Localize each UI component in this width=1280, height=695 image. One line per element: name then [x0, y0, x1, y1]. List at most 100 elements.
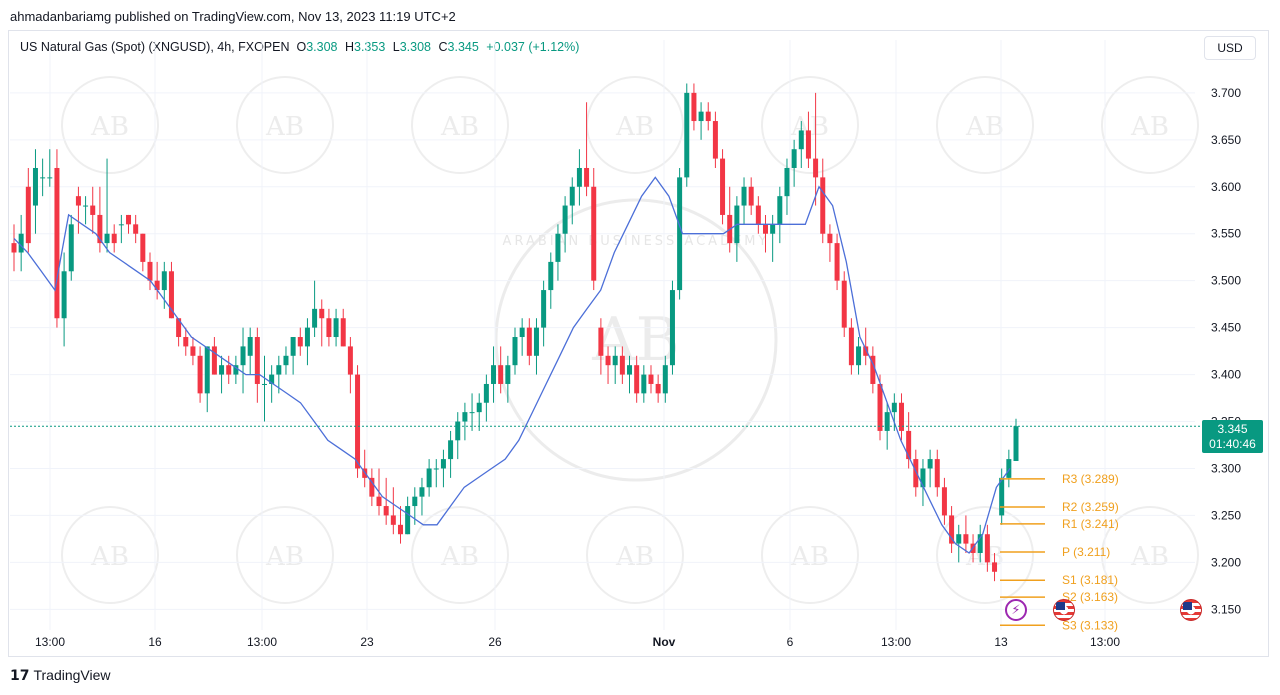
- candle-body: [312, 308, 318, 328]
- candle-body: [941, 487, 947, 516]
- candle-body: [798, 130, 804, 150]
- candle-body: [204, 346, 210, 394]
- candle-body: [591, 186, 597, 281]
- candle-body: [741, 186, 747, 206]
- candle-body: [992, 562, 998, 572]
- price-tick-label: 3.650: [1211, 133, 1241, 147]
- close-value: 3.345: [447, 40, 479, 54]
- lightning-event-icon[interactable]: ⚡: [1005, 599, 1027, 621]
- candle-body: [512, 337, 518, 366]
- candle-body: [61, 271, 67, 319]
- candle-body: [906, 430, 912, 460]
- candle-body: [269, 374, 275, 384]
- candle-body: [211, 346, 217, 375]
- candle-body: [462, 412, 468, 422]
- currency-button[interactable]: USD: [1204, 36, 1256, 60]
- candle-body: [433, 468, 439, 470]
- candle-body: [920, 468, 926, 488]
- candle-body: [68, 224, 74, 272]
- candle-body: [147, 261, 153, 281]
- price-tick-label: 3.450: [1211, 321, 1241, 335]
- watermark-seal-text: AB: [615, 542, 654, 572]
- candle-body: [97, 214, 103, 244]
- watermark-seal-text: AB: [790, 542, 829, 572]
- candle-body: [748, 186, 754, 206]
- watermark-center-text: AB: [591, 305, 679, 375]
- price-tick-label: 3.150: [1211, 602, 1241, 616]
- candle-body: [11, 243, 17, 253]
- candle-body: [25, 186, 31, 244]
- candle-body: [548, 261, 554, 291]
- price-tick-label: 3.300: [1211, 461, 1241, 475]
- candle-body: [541, 290, 547, 328]
- candle-body: [648, 374, 654, 384]
- candle-body: [963, 534, 969, 544]
- candle-body: [898, 402, 904, 431]
- time-tick-label: 26: [488, 635, 502, 649]
- time-tick-label: Nov: [653, 635, 676, 649]
- price-tick-label: 3.600: [1211, 180, 1241, 194]
- candle-body: [83, 205, 89, 207]
- candle-body: [183, 337, 189, 347]
- candle-body: [1013, 426, 1019, 461]
- candle-body: [283, 355, 289, 366]
- watermark-seal: [61, 506, 159, 604]
- candle-body: [662, 365, 668, 394]
- price-axis: 3.7003.6503.6003.5503.5003.4503.4003.350…: [1211, 86, 1241, 616]
- candle-body: [934, 459, 940, 488]
- candle-body: [483, 383, 489, 403]
- candle-body: [999, 477, 1005, 516]
- candle-body: [133, 224, 139, 234]
- candle-body: [576, 167, 582, 187]
- watermark-seal-text: AB: [1130, 542, 1169, 572]
- watermark-seal: [761, 76, 859, 174]
- candle-body: [262, 383, 267, 385]
- candle-body: [226, 365, 232, 375]
- candle-body: [355, 374, 361, 469]
- tradingview-footer[interactable]: 17 TradingView: [10, 667, 111, 684]
- watermark-seal-text: AB: [265, 112, 304, 142]
- candle-body: [641, 374, 647, 394]
- watermark-seal-text: AB: [615, 112, 654, 142]
- high-key: H: [344, 40, 354, 54]
- candle-body: [419, 487, 425, 497]
- candle-body: [949, 515, 955, 544]
- candle-body: [684, 92, 690, 178]
- pivot-levels-layer: R3 (3.289) R2 (3.259) R1 (3.241) P (3.211) S…: [1000, 472, 1119, 632]
- candle-body: [18, 233, 24, 253]
- moving-average-line: [13, 176, 1011, 554]
- candle-body: [820, 177, 826, 234]
- time-tick-label: 23: [360, 635, 374, 649]
- us-flag-event-icon[interactable]: [1180, 599, 1202, 621]
- candle-body: [32, 167, 38, 206]
- time-tick-label: 13: [994, 635, 1008, 649]
- candle-body: [176, 318, 182, 338]
- us-flag-event-icon[interactable]: [1053, 599, 1075, 621]
- candle-body: [834, 243, 840, 281]
- low-value: 3.308: [399, 40, 431, 54]
- candle-body: [763, 224, 768, 234]
- grid-layer: [10, 40, 1195, 630]
- candles-layer: [11, 83, 1019, 582]
- candle-body: [784, 167, 790, 197]
- candle-body: [326, 318, 332, 338]
- watermark-seal: [936, 506, 1034, 604]
- candle-body: [426, 468, 432, 488]
- candle-body: [412, 496, 418, 507]
- candle-body: [140, 233, 146, 262]
- watermark-seal-text: AB: [440, 542, 479, 572]
- candle-body: [154, 280, 160, 291]
- watermark-layer: ABABABABABABABABABABABABABABABARABIAN BU…: [61, 76, 1199, 604]
- candle-body: [619, 355, 625, 375]
- candle-body: [197, 355, 203, 394]
- watermark-seal: [761, 506, 859, 604]
- watermark-seal: [411, 506, 509, 604]
- candle-body: [977, 534, 983, 553]
- candle-body: [54, 167, 60, 319]
- candle-body: [233, 365, 239, 375]
- candle-body: [440, 459, 446, 469]
- time-tick-label: 13:00: [1090, 635, 1120, 649]
- time-axis: 13:00 16 13:00 23 26 Nov 6 13:00 13 13:00: [35, 635, 1120, 649]
- candle-body: [383, 506, 389, 516]
